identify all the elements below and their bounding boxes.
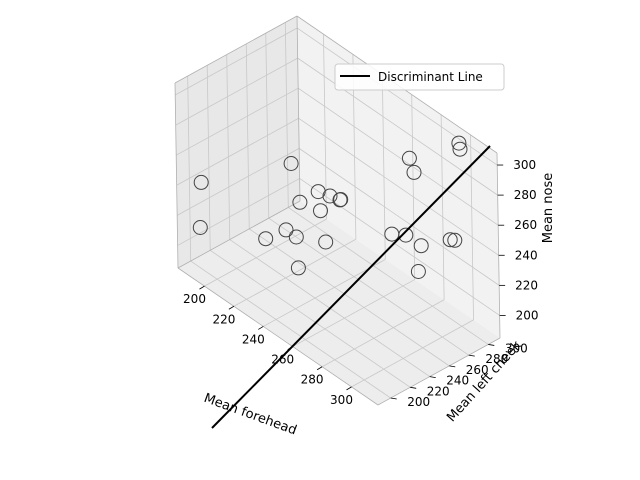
grid-line-z-left <box>175 27 298 96</box>
grid-line-y-floor <box>190 260 391 399</box>
grid-line-y-floor <box>249 228 450 367</box>
data-point <box>410 264 426 279</box>
x-tick-label: 280 <box>301 373 324 387</box>
data-point <box>451 135 467 151</box>
grid-line-y-left <box>265 33 270 219</box>
y-tick-label: 200 <box>407 395 430 409</box>
data-point <box>401 150 417 166</box>
z-tick-label: 280 <box>514 188 537 202</box>
data-point <box>313 203 328 219</box>
y-tick <box>390 397 397 400</box>
z-tick-label: 260 <box>514 218 537 232</box>
legend-box <box>334 63 505 91</box>
data-point <box>258 231 274 247</box>
data-point <box>413 238 429 254</box>
x-tick <box>228 305 235 310</box>
data-points <box>192 135 468 279</box>
grid-line-y-left <box>226 54 231 240</box>
grid-line-y-left <box>187 76 192 262</box>
y-tick <box>468 354 475 357</box>
data-point <box>288 229 304 245</box>
discriminant-line-group <box>211 145 491 429</box>
grid-line-x-back <box>323 34 327 220</box>
grid-line-x-back <box>381 74 386 260</box>
x-tick-label: 200 <box>183 292 206 306</box>
z-tick-label: 200 <box>516 308 539 322</box>
grid-line-y-left <box>245 43 250 229</box>
x-tick <box>258 326 264 330</box>
x-tick-label: 300 <box>330 393 353 407</box>
data-point <box>322 188 338 204</box>
grid-line-y-left <box>284 22 289 208</box>
y-tick <box>429 376 436 378</box>
z-axis-label: Mean nose <box>541 173 556 244</box>
grid-line-x-floor <box>292 279 415 347</box>
grid-line-x-floor <box>204 218 327 287</box>
z-tick-label: 220 <box>515 278 538 292</box>
y-tick-label: 260 <box>466 363 489 377</box>
floor-left-edge <box>177 200 301 269</box>
y-axis-line <box>377 337 501 406</box>
back-corner-edge <box>296 15 301 202</box>
tick-marks <box>199 164 506 400</box>
grid-line-x-floor <box>321 299 445 368</box>
grid-line-z-back <box>296 27 498 166</box>
grid-line-z-back <box>297 87 499 226</box>
data-point <box>447 232 463 248</box>
grid-line-x-floor <box>351 319 474 388</box>
data-point <box>292 194 308 210</box>
y-tick <box>449 365 456 368</box>
discriminant-line <box>211 145 491 429</box>
y-tick <box>410 386 417 389</box>
grid-line-z-left <box>176 148 300 216</box>
data-point <box>318 234 334 250</box>
z-tick-label: 300 <box>513 158 536 172</box>
grid-line-y-left <box>206 65 211 251</box>
grid-line-x-back <box>411 94 416 280</box>
grid-line-z-left <box>176 117 299 186</box>
data-point <box>406 164 422 180</box>
data-point <box>442 232 458 248</box>
data-point <box>192 220 208 235</box>
x-tick <box>346 386 352 391</box>
grid-line-x-floor <box>233 238 357 307</box>
legend: Discriminant Line <box>334 63 505 91</box>
x-tick-label: 240 <box>242 332 265 346</box>
x-tick <box>199 285 205 290</box>
data-point <box>193 174 209 190</box>
x-axis-line <box>177 267 379 406</box>
data-point <box>333 192 349 207</box>
left-pane-edge <box>174 82 179 269</box>
pane-back-xz <box>297 16 500 338</box>
y-tick-label: 280 <box>485 352 508 366</box>
top-left-pane-edge <box>174 15 298 84</box>
data-point <box>290 260 306 276</box>
legend-entry-discriminant-line: Discriminant Line <box>378 70 483 84</box>
grid-line-z-back <box>298 117 499 256</box>
grid-line-z-left <box>175 87 299 156</box>
data-point <box>278 222 294 238</box>
y-tick <box>488 344 495 346</box>
y-tick-label: 240 <box>446 374 469 388</box>
grid-line-x-back <box>440 114 445 300</box>
z-axis-line <box>496 152 501 339</box>
data-point <box>283 156 299 171</box>
y-tick-label: 300 <box>505 341 528 355</box>
pane-floor-xy <box>178 201 500 405</box>
grid-line-x-floor <box>263 259 386 327</box>
grid-line-z-back <box>298 148 500 286</box>
z-tick-label: 240 <box>515 248 538 262</box>
data-point <box>452 141 468 157</box>
data-point <box>398 227 414 243</box>
grid-line-y-floor <box>209 249 411 388</box>
grid-line-y-floor <box>288 207 489 345</box>
x-tick <box>316 366 323 371</box>
x-axis-label: Mean forehead <box>202 391 299 438</box>
grid-line-z-left <box>175 57 298 126</box>
x-tick-label: 220 <box>212 312 235 326</box>
y-tick-label: 220 <box>427 384 450 398</box>
